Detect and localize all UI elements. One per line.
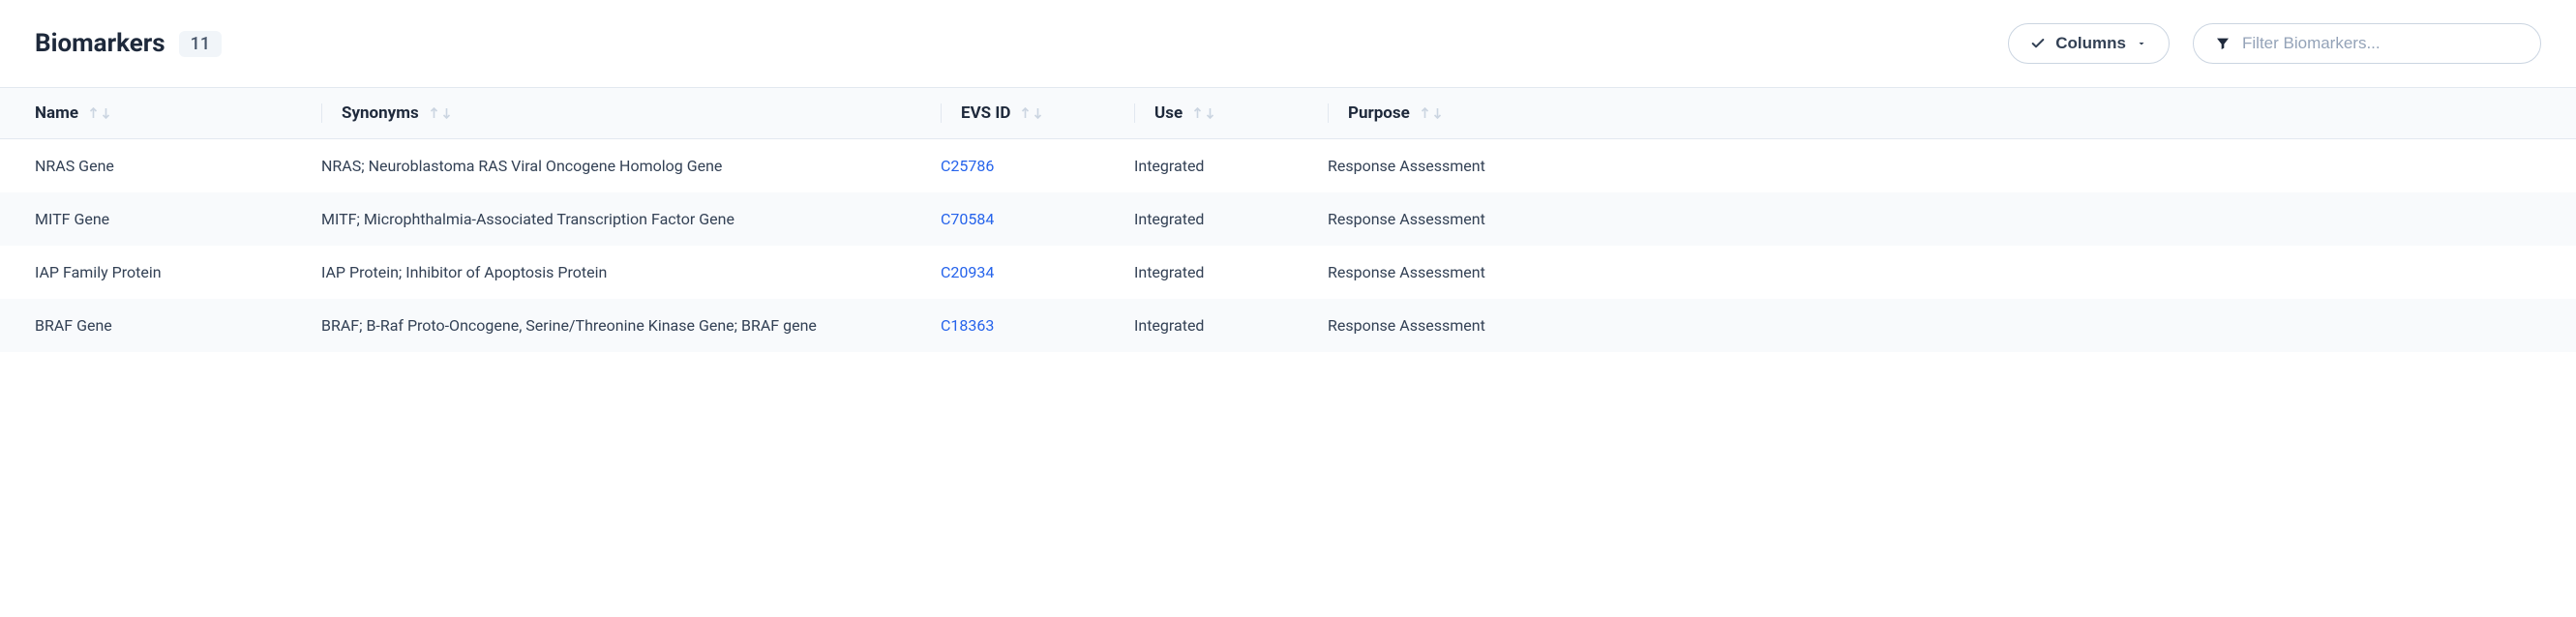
sort-arrows[interactable] (88, 106, 111, 120)
column-label: EVS ID (961, 103, 1010, 123)
cell-purpose: Response Assessment (1316, 139, 2576, 193)
cell-name: IAP Family Protein (0, 246, 310, 299)
cell-evs-id: C18363 (929, 299, 1123, 352)
columns-button[interactable]: Columns (2008, 23, 2170, 64)
column-header-use[interactable]: Use (1123, 88, 1316, 139)
cell-synonyms: IAP Protein; Inhibitor of Apoptosis Prot… (310, 246, 929, 299)
caret-down-icon (2136, 38, 2147, 49)
column-header-evs-id[interactable]: EVS ID (929, 88, 1123, 139)
table-header-row: Name Synonyms (0, 88, 2576, 139)
filter-icon (2215, 36, 2231, 51)
sort-up-icon (1020, 106, 1031, 120)
count-badge: 11 (179, 31, 222, 57)
biomarkers-panel: Biomarkers 11 Columns Name (0, 0, 2576, 352)
sort-down-icon (1033, 106, 1043, 120)
sort-arrows[interactable] (1420, 106, 1443, 120)
biomarkers-table: Name Synonyms (0, 87, 2576, 352)
column-label: Synonyms (342, 103, 419, 123)
title-group: Biomarkers 11 (35, 29, 222, 58)
table-body: NRAS GeneNRAS; Neuroblastoma RAS Viral O… (0, 139, 2576, 353)
sort-down-icon (101, 106, 111, 120)
cell-evs-id: C25786 (929, 139, 1123, 193)
cell-name: BRAF Gene (0, 299, 310, 352)
cell-use: Integrated (1123, 192, 1316, 246)
table-row: NRAS GeneNRAS; Neuroblastoma RAS Viral O… (0, 139, 2576, 193)
cell-purpose: Response Assessment (1316, 246, 2576, 299)
controls: Columns (2008, 23, 2541, 64)
evs-id-link[interactable]: C25786 (941, 157, 994, 175)
cell-use: Integrated (1123, 246, 1316, 299)
sort-arrows[interactable] (429, 106, 452, 120)
cell-synonyms: BRAF; B-Raf Proto-Oncogene, Serine/Threo… (310, 299, 929, 352)
sort-up-icon (429, 106, 439, 120)
sort-down-icon (1205, 106, 1215, 120)
cell-use: Integrated (1123, 299, 1316, 352)
sort-up-icon (88, 106, 99, 120)
column-header-purpose[interactable]: Purpose (1316, 88, 2576, 139)
filter-wrap[interactable] (2193, 23, 2541, 64)
filter-input[interactable] (2242, 34, 2519, 53)
column-header-synonyms[interactable]: Synonyms (310, 88, 929, 139)
table-row: BRAF GeneBRAF; B-Raf Proto-Oncogene, Ser… (0, 299, 2576, 352)
cell-evs-id: C70584 (929, 192, 1123, 246)
cell-purpose: Response Assessment (1316, 299, 2576, 352)
cell-name: NRAS Gene (0, 139, 310, 193)
evs-id-link[interactable]: C20934 (941, 263, 994, 281)
columns-button-label: Columns (2055, 34, 2126, 53)
evs-id-link[interactable]: C18363 (941, 316, 994, 335)
sort-arrows[interactable] (1020, 106, 1043, 120)
cell-name: MITF Gene (0, 192, 310, 246)
sort-down-icon (441, 106, 452, 120)
sort-arrows[interactable] (1192, 106, 1215, 120)
cell-use: Integrated (1123, 139, 1316, 193)
cell-synonyms: MITF; Microphthalmia-Associated Transcri… (310, 192, 929, 246)
cell-synonyms: NRAS; Neuroblastoma RAS Viral Oncogene H… (310, 139, 929, 193)
cell-purpose: Response Assessment (1316, 192, 2576, 246)
table-row: MITF GeneMITF; Microphthalmia-Associated… (0, 192, 2576, 246)
column-header-name[interactable]: Name (0, 88, 310, 139)
column-label: Purpose (1348, 103, 1410, 123)
check-icon (2030, 36, 2046, 51)
sort-up-icon (1420, 106, 1430, 120)
sort-down-icon (1432, 106, 1443, 120)
sort-up-icon (1192, 106, 1203, 120)
page-title: Biomarkers (35, 29, 165, 58)
header-row: Biomarkers 11 Columns (0, 0, 2576, 87)
column-label: Name (35, 103, 78, 123)
column-label: Use (1154, 103, 1183, 123)
evs-id-link[interactable]: C70584 (941, 210, 994, 228)
cell-evs-id: C20934 (929, 246, 1123, 299)
table-row: IAP Family ProteinIAP Protein; Inhibitor… (0, 246, 2576, 299)
